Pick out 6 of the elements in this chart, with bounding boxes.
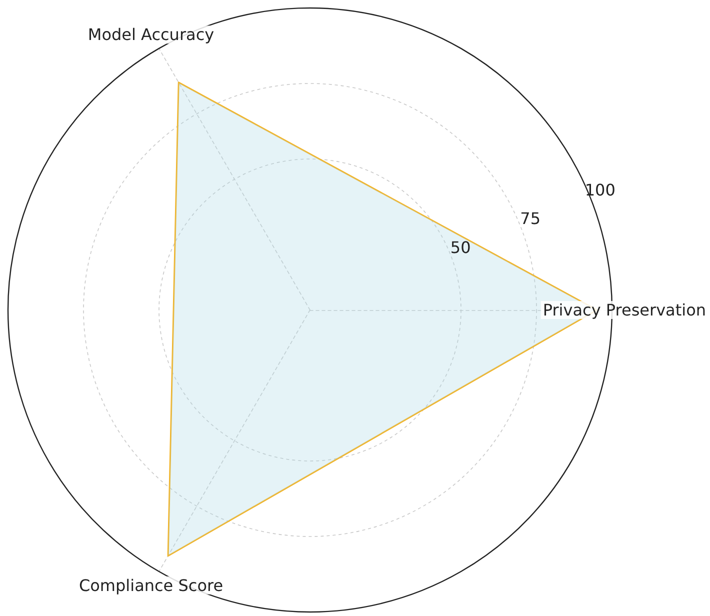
y-tick-label: 50 <box>450 238 471 258</box>
spoke-label: Compliance Score <box>78 576 224 595</box>
spoke-label: Model Accuracy <box>88 25 214 44</box>
spoke-label: Privacy Preservation <box>542 300 706 320</box>
y-tick-label: 75 <box>520 209 541 228</box>
y-tick-label: 100 <box>584 180 616 200</box>
